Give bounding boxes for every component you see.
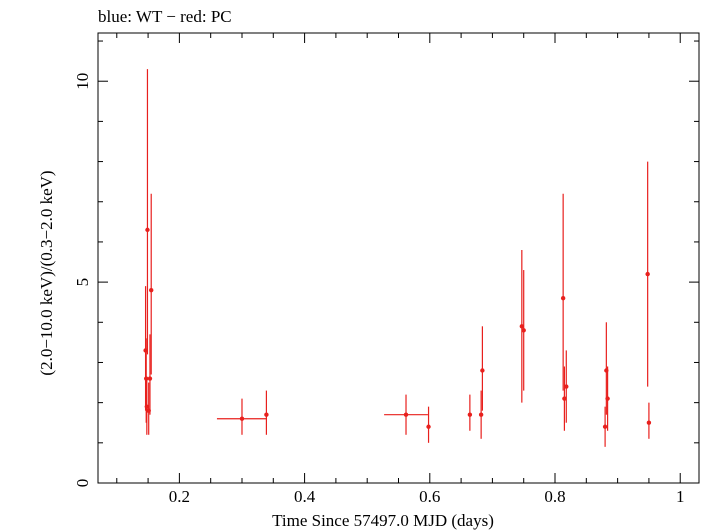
x-tick-label: 0.4 — [294, 487, 316, 506]
point-marker — [147, 376, 153, 381]
data-point — [519, 249, 525, 403]
point-marker — [426, 424, 431, 429]
point-marker — [480, 368, 485, 373]
point-marker — [602, 424, 608, 429]
y-tick-label: 10 — [73, 73, 92, 90]
data-point — [602, 406, 608, 447]
x-tick-label: 0.6 — [419, 487, 440, 506]
x-axis-ticks: 0.2 0.4 0.6 0.8 1 — [116, 33, 685, 506]
y-axis-ticks: 0 5 10 — [73, 40, 699, 488]
data-point — [149, 193, 154, 375]
data-point — [145, 69, 150, 355]
data-point — [564, 350, 569, 423]
data-point — [426, 406, 431, 443]
y-tick-label: 0 — [73, 479, 92, 488]
point-marker — [478, 412, 484, 417]
data-point — [147, 334, 153, 415]
data-point — [144, 378, 150, 435]
point-marker — [564, 384, 569, 389]
x-tick-label: 1 — [676, 487, 685, 506]
point-marker — [144, 404, 150, 409]
point-marker — [560, 295, 566, 301]
point-marker — [467, 412, 473, 417]
point-marker — [605, 396, 610, 401]
point-marker — [149, 287, 154, 293]
y-tick-label: 5 — [73, 278, 92, 287]
data-point — [480, 326, 485, 411]
data-point — [521, 270, 526, 391]
data-point — [216, 398, 268, 435]
data-point — [605, 366, 610, 431]
data-point — [646, 402, 652, 439]
data-point — [560, 193, 566, 391]
x-tick-label: 0.2 — [169, 487, 190, 506]
point-marker — [519, 324, 525, 329]
point-marker — [521, 328, 526, 333]
data-point — [478, 390, 484, 439]
data-point — [645, 161, 650, 387]
point-marker — [403, 412, 409, 417]
point-marker — [264, 412, 269, 417]
point-marker — [646, 420, 652, 425]
x-axis-label: Time Since 57497.0 MJD (days) — [272, 511, 494, 530]
x-tick-label: 0.8 — [544, 487, 565, 506]
point-marker — [239, 416, 245, 421]
data-point — [562, 366, 567, 431]
point-marker — [144, 376, 149, 381]
chart-title: blue: WT − red: PC — [98, 7, 232, 26]
point-marker — [145, 227, 150, 233]
data-point — [264, 390, 269, 435]
point-marker — [645, 271, 650, 277]
data-point — [384, 394, 428, 435]
plot-frame — [97, 32, 700, 484]
y-axis-label: (2.0−10.0 keV)/(0.3−2.0 keV) — [37, 170, 56, 375]
point-marker — [562, 396, 567, 401]
data-point — [467, 394, 473, 431]
data-points — [143, 69, 652, 447]
